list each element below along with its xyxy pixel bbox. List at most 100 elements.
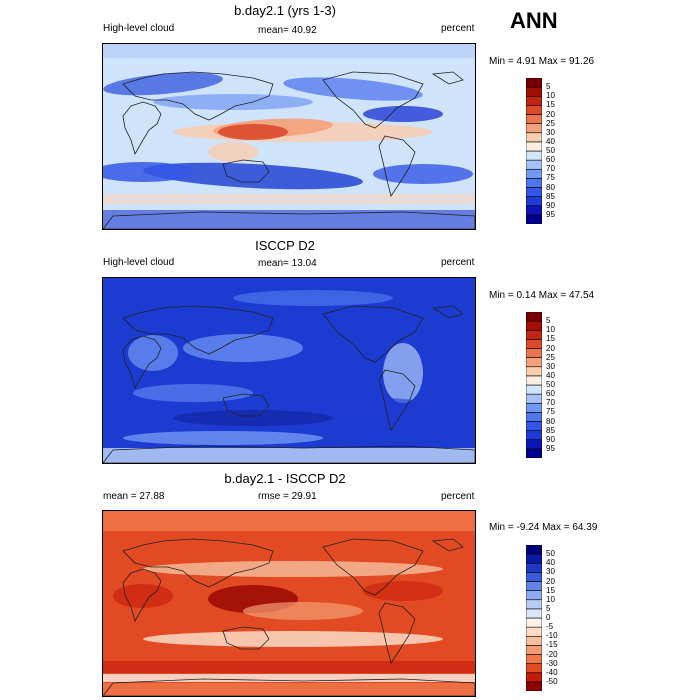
field-contour xyxy=(283,77,423,101)
field-band xyxy=(103,210,475,229)
colorbar-tick-label: -50 xyxy=(546,676,558,686)
panel-1-title: b.day2.1 (yrs 1-3) xyxy=(234,3,336,18)
colorbar-swatch xyxy=(525,654,543,664)
colorbar-swatch xyxy=(525,150,543,161)
colorbar-tick-label: 25 xyxy=(546,118,555,128)
colorbar-tick-label: 85 xyxy=(546,191,555,201)
panel-3-colorbar xyxy=(525,544,543,692)
colorbar-tick-label: 70 xyxy=(546,164,555,174)
panel-1-map xyxy=(102,43,476,230)
colorbar-swatch xyxy=(525,105,543,115)
coastline xyxy=(431,305,464,319)
colorbar-swatch xyxy=(525,626,543,637)
field-contour xyxy=(233,290,393,306)
colorbar-tick-label: 75 xyxy=(546,407,555,417)
map-field-svg xyxy=(103,511,475,696)
colorbar-tick-label: 50 xyxy=(546,380,555,389)
colorbar-swatch xyxy=(525,311,543,322)
coastline xyxy=(431,71,464,85)
colorbar-tick-label: 25 xyxy=(546,352,555,362)
coastline xyxy=(103,445,475,463)
field-contour xyxy=(273,397,433,415)
field-contour xyxy=(103,162,193,182)
colorbar-tick-label: 5 xyxy=(546,82,551,92)
colorbar-swatch xyxy=(525,581,543,591)
colorbar-svg xyxy=(525,311,543,459)
field-band xyxy=(103,194,475,204)
panel-1-variable-label: High-level cloud xyxy=(103,23,175,34)
colorbar-tick-label: 30 xyxy=(546,567,555,577)
field-band xyxy=(103,683,475,696)
colorbar-tick-label: -20 xyxy=(546,649,558,659)
coastline xyxy=(222,626,270,650)
colorbar-swatch xyxy=(525,205,543,216)
colorbar-swatch xyxy=(525,553,543,564)
colorbar-tick-label: 10 xyxy=(546,91,555,101)
field-contour xyxy=(113,584,173,608)
field-contour xyxy=(143,162,363,190)
field-band xyxy=(103,661,475,673)
panel-2-title: ISCCP D2 xyxy=(255,238,315,253)
colorbar-swatch xyxy=(525,393,543,404)
panel-1-colorbar-labels: 5 10 15 20 25 30 40 50 60 70 75 80 85 90 95 xyxy=(546,78,566,224)
field-contour xyxy=(128,335,178,371)
coastline xyxy=(222,159,270,183)
colorbar-svg xyxy=(525,544,543,692)
colorbar-swatch xyxy=(525,141,543,152)
colorbar-tick-label: 80 xyxy=(546,416,555,426)
field-contour xyxy=(143,631,443,647)
colorbar-tick-label: 5 xyxy=(546,316,551,326)
colorbar-tick-label: 60 xyxy=(546,155,555,165)
coastline xyxy=(122,305,274,355)
colorbar-swatch xyxy=(525,412,543,422)
map-field-svg xyxy=(103,278,475,463)
colorbar-swatch xyxy=(525,402,543,413)
coastline xyxy=(103,678,475,696)
panel-2-units: percent xyxy=(441,257,475,268)
colorbar-swatch xyxy=(525,168,543,179)
colorbar-swatch xyxy=(525,214,543,225)
coastline xyxy=(322,538,424,596)
field-contour xyxy=(143,561,443,577)
colorbar-swatch xyxy=(525,430,543,441)
colorbar-swatch xyxy=(525,562,543,573)
panel-1-min-max: Min = 4.91 Max = 91.26 xyxy=(489,56,595,67)
panel-2-map xyxy=(102,277,476,464)
panel-3-map xyxy=(102,510,476,697)
colorbar-swatch xyxy=(525,159,543,170)
colorbar-tick-label: -15 xyxy=(546,640,558,650)
colorbar-tick-label: 10 xyxy=(546,594,555,604)
colorbar-swatch xyxy=(525,635,543,646)
panel-1-units: percent xyxy=(441,23,475,34)
colorbar-swatch xyxy=(525,348,543,358)
colorbar-swatch xyxy=(525,132,543,143)
colorbar-swatch xyxy=(525,187,543,197)
colorbar-tick-label: 15 xyxy=(546,100,555,110)
coastline xyxy=(322,305,424,363)
colorbar-tick-label: 40 xyxy=(546,558,555,568)
colorbar-swatch xyxy=(525,681,543,692)
colorbar-swatch xyxy=(525,86,543,97)
panel-3-colorbar-labels: 50 40 30 20 15 10 5 0 -5 -10 -15 -20 -30 -40 -50 xyxy=(546,545,566,691)
colorbar-swatch xyxy=(525,339,543,349)
panel-2-min-max: Min = 0.14 Max = 47.54 xyxy=(489,290,595,301)
colorbar-swatch xyxy=(525,375,543,386)
coastline xyxy=(122,101,162,156)
coastline xyxy=(378,369,416,431)
colorbar-tick-label: 95 xyxy=(546,443,555,453)
field-contour xyxy=(218,124,288,140)
panel-2-colorbar xyxy=(525,311,543,459)
panel-3-title: b.day2.1 - ISCCP D2 xyxy=(224,471,346,486)
field-contour xyxy=(183,334,303,362)
coastline xyxy=(122,568,162,623)
colorbar-svg xyxy=(525,77,543,225)
colorbar-swatch xyxy=(525,572,543,582)
panel-2-mean: mean= 13.04 xyxy=(258,258,317,269)
field-contour xyxy=(243,602,363,620)
coastline xyxy=(322,71,424,129)
colorbar-tick-label: 50 xyxy=(546,549,555,559)
coastline xyxy=(103,211,475,229)
colorbar-swatch xyxy=(525,366,543,377)
colorbar-tick-label: 10 xyxy=(546,325,555,335)
colorbar-tick-label: 50 xyxy=(546,146,555,155)
